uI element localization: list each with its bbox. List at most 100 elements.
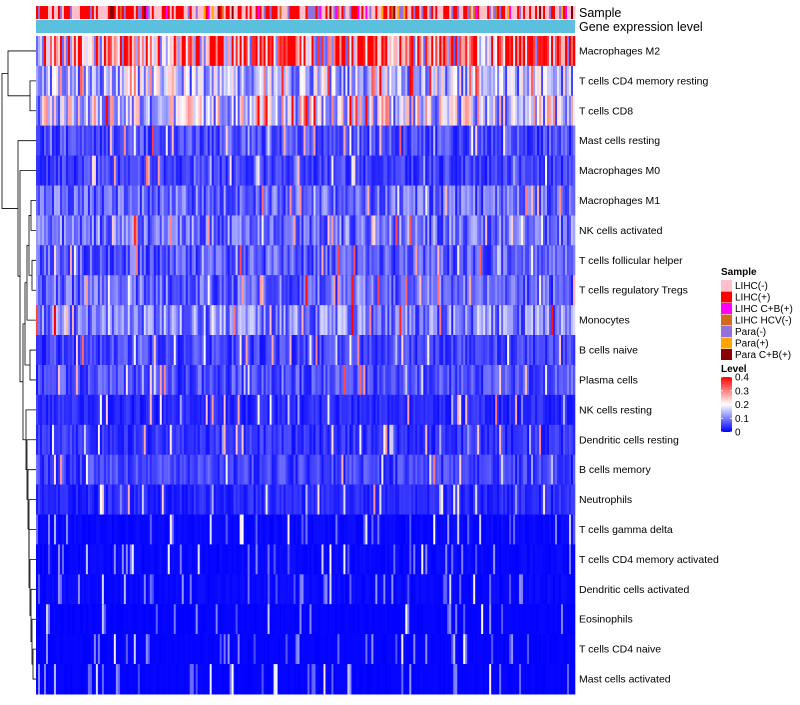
- heatmap-cell: [423, 36, 426, 67]
- heatmap-cell: [331, 245, 334, 276]
- heatmap-cell: [207, 36, 210, 67]
- heatmap-cell: [299, 275, 302, 306]
- heatmap-cell: [213, 424, 216, 456]
- heatmap-cell: [265, 484, 268, 515]
- heatmap-cell: [373, 335, 376, 366]
- heatmap-cell: [123, 245, 127, 276]
- heatmap-cell: [477, 36, 480, 67]
- heatmap-cell: [209, 305, 212, 336]
- heatmap-cell: [229, 185, 232, 216]
- heatmap-cell: [77, 275, 81, 306]
- heatmap-cell: [81, 365, 85, 396]
- heatmap-cell: [251, 65, 254, 97]
- heatmap-cell: [121, 424, 125, 456]
- sample-annotation-cell: [547, 6, 550, 19]
- heatmap-cell: [565, 215, 568, 246]
- heatmap-cell: [261, 245, 264, 276]
- heatmap-cell: [183, 125, 187, 157]
- heatmap-cell: [133, 125, 137, 157]
- heatmap-cell: [365, 245, 368, 276]
- heatmap-cell: [251, 514, 254, 545]
- heatmap-cell: [363, 245, 366, 276]
- sample-annotation-cell: [79, 6, 83, 19]
- heatmap-cell: [545, 215, 548, 246]
- heatmap-cell: [107, 514, 111, 545]
- heatmap-cell: [237, 305, 240, 336]
- heatmap-cell: [449, 424, 452, 456]
- heatmap-cell: [203, 305, 206, 336]
- heatmap-cell: [183, 394, 187, 426]
- heatmap-cell: [305, 424, 308, 456]
- heatmap-cell: [357, 365, 360, 396]
- heatmap-cell: [85, 36, 89, 67]
- heatmap-cell: [541, 215, 544, 246]
- heatmap-cell: [305, 454, 308, 486]
- sample-annotation-cell: [551, 6, 554, 19]
- sample-annotation-cell: [141, 6, 145, 19]
- heatmap-cell: [519, 245, 522, 276]
- heatmap-cell: [149, 365, 153, 396]
- heatmap-cell: [139, 95, 143, 127]
- heatmap-cell: [269, 454, 272, 486]
- sample-annotation-cell: [109, 6, 113, 19]
- heatmap-cell: [351, 155, 354, 186]
- heatmap-cell: [197, 155, 200, 186]
- heatmap-cell: [205, 215, 208, 246]
- heatmap-cell: [477, 394, 480, 426]
- heatmap-cell: [269, 484, 272, 515]
- heatmap-cell: [555, 454, 558, 486]
- heatmap-cell: [45, 514, 49, 545]
- heatmap-cell: [239, 65, 242, 97]
- heatmap-cell: [201, 484, 204, 515]
- heatmap-cell: [129, 454, 133, 486]
- heatmap-cell: [107, 36, 111, 67]
- heatmap-cell: [385, 215, 388, 246]
- heatmap-cell: [161, 95, 165, 127]
- heatmap-cell: [195, 514, 198, 545]
- heatmap-cell: [185, 245, 189, 276]
- heatmap-cell: [101, 365, 105, 396]
- heatmap-cell: [53, 36, 57, 67]
- heatmap-cell: [395, 245, 398, 276]
- heatmap-cell: [357, 155, 360, 186]
- heatmap-cell: [507, 95, 510, 127]
- heatmap-cell: [317, 514, 320, 545]
- heatmap-cell: [369, 275, 372, 306]
- heatmap-cell: [383, 215, 386, 246]
- heatmap-cell: [429, 394, 432, 426]
- heatmap-cell: [473, 155, 476, 186]
- heatmap-cell: [41, 36, 45, 67]
- heatmap-cell: [107, 394, 111, 426]
- heatmap-cell: [343, 365, 346, 396]
- heatmap-cell: [347, 125, 350, 157]
- heatmap-cell: [573, 394, 576, 426]
- heatmap-cell: [45, 454, 49, 486]
- heatmap-cell: [523, 36, 526, 67]
- heatmap-cell: [365, 424, 368, 456]
- heatmap-cell: [389, 514, 392, 545]
- heatmap-cell: [303, 275, 306, 306]
- heatmap-cell: [243, 275, 246, 306]
- heatmap-cell: [271, 125, 274, 157]
- heatmap-cell: [487, 484, 490, 515]
- heatmap-cell: [297, 484, 300, 515]
- heatmap-cell: [195, 424, 198, 456]
- heatmap-cell: [135, 424, 139, 456]
- heatmap-cell: [299, 215, 302, 246]
- heatmap-cell: [91, 365, 95, 396]
- heatmap-cell: [547, 335, 550, 366]
- heatmap-cell: [239, 484, 242, 515]
- heatmap-cell: [231, 245, 234, 276]
- heatmap-row: [36, 245, 576, 276]
- heatmap-cell: [523, 365, 526, 396]
- heatmap-cell: [317, 484, 320, 515]
- heatmap-cell: [309, 185, 312, 216]
- heatmap-cell: [209, 155, 212, 186]
- heatmap-cell: [137, 514, 141, 545]
- heatmap-cell: [55, 454, 59, 486]
- heatmap-cell: [183, 275, 187, 306]
- heatmap-cell: [511, 335, 514, 366]
- heatmap-cell: [209, 454, 212, 486]
- heatmap-cell: [53, 365, 57, 396]
- heatmap-cell: [551, 275, 554, 306]
